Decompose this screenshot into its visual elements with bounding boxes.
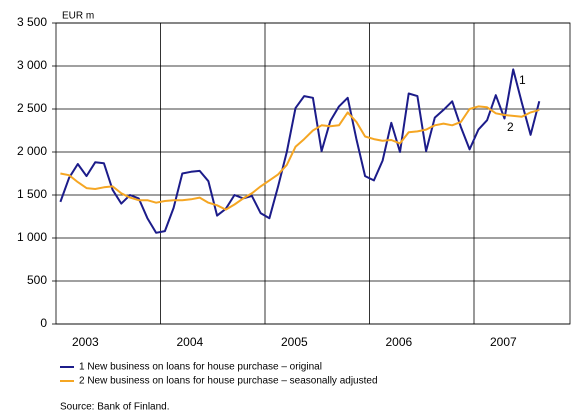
x-tick-label: 2003 xyxy=(72,335,99,349)
legend-label: 2 New business on loans for house purcha… xyxy=(79,376,378,387)
annotation: 1 xyxy=(519,73,526,87)
y-tick-label: 3 500 xyxy=(17,15,47,29)
y-tick-label: 500 xyxy=(27,273,47,287)
y-tick-label: 2 500 xyxy=(17,101,47,115)
source: Source: Bank of Finland. xyxy=(60,402,170,413)
y-tick-label: 2 000 xyxy=(17,144,47,158)
y-tick-label: 3 000 xyxy=(17,58,47,72)
y-tick-label: 1 500 xyxy=(17,187,47,201)
x-tick-label: 2004 xyxy=(177,335,204,349)
series-line xyxy=(59,68,541,234)
series-line xyxy=(60,105,540,211)
x-tick-label: 2005 xyxy=(281,335,308,349)
legend-label: 1 New business on loans for house purcha… xyxy=(79,362,322,373)
x-tick-label: 2006 xyxy=(386,335,413,349)
x-tick-label: 2007 xyxy=(490,335,517,349)
annotation: 2 xyxy=(507,120,514,134)
unit-label: EUR m xyxy=(62,11,94,22)
y-tick-label: 1 000 xyxy=(17,230,47,244)
plot-frame xyxy=(55,22,571,325)
y-tick-label: 0 xyxy=(40,316,47,330)
